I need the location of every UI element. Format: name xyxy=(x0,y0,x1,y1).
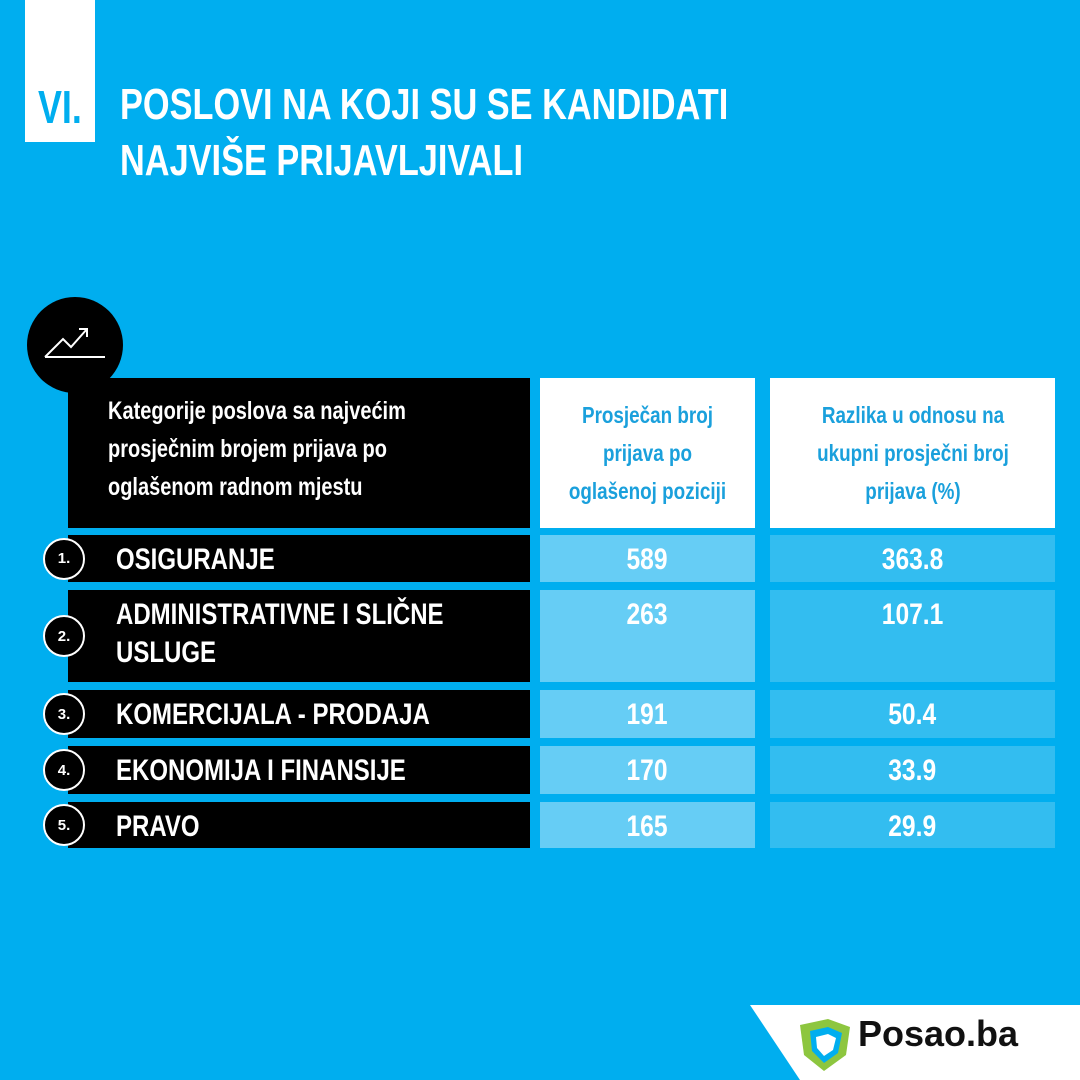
title: POSLOVI NA KOJI SU SE KANDIDATI xyxy=(120,80,729,129)
rank-badge: 5. xyxy=(43,804,85,846)
average-cell: 165 xyxy=(540,802,755,848)
category-cell: EKONOMIJA I FINANSIJE xyxy=(68,746,530,794)
rank-badge: 3. xyxy=(43,693,85,735)
logo xyxy=(750,1005,1080,1080)
category-cell: PRAVO xyxy=(68,802,530,848)
title: NAJVIŠE PRIJAVLJIVALI xyxy=(120,136,524,185)
section-number: VI. xyxy=(38,81,82,133)
average-cell: 263 xyxy=(540,590,755,682)
difference-cell: 33.9 xyxy=(770,746,1055,794)
average-cell-text: 191 xyxy=(626,698,669,731)
average-cell: 589 xyxy=(540,535,755,582)
difference-cell-text: 29.9 xyxy=(888,810,937,843)
column-header: Prosječan broj prijava po oglašenoj pozi… xyxy=(540,378,755,528)
average-cell: 170 xyxy=(540,746,755,794)
rank-badge: 4. xyxy=(43,749,85,791)
category-cell: KOMERCIJALA - PRODAJA xyxy=(68,690,530,738)
category-cell: ADMINISTRATIVNE I SLIČNE USLUGE xyxy=(68,590,530,682)
category-cell-text: PRAVO xyxy=(116,810,200,843)
number-box xyxy=(25,0,95,142)
rank-badge: 2. xyxy=(43,615,85,657)
average-cell-text: 170 xyxy=(626,754,669,787)
column-header: Razlika u odnosu na ukupni prosječni bro… xyxy=(770,378,1055,528)
difference-cell: 50.4 xyxy=(770,690,1055,738)
category-cell-text: ADMINISTRATIVNE I SLIČNE USLUGE xyxy=(116,598,444,669)
average-cell: 191 xyxy=(540,690,755,738)
difference-cell: 29.9 xyxy=(770,802,1055,848)
average-cell-text: 263 xyxy=(626,598,669,631)
column-header-text: Razlika u odnosu na ukupni prosječni bro… xyxy=(816,402,1009,504)
difference-cell-text: 50.4 xyxy=(888,698,937,731)
category-cell: OSIGURANJE xyxy=(68,535,530,582)
trend-icon xyxy=(27,297,123,393)
difference-cell: 107.1 xyxy=(770,590,1055,682)
column-header-text: Prosječan broj prijava po oglašenoj pozi… xyxy=(568,402,727,504)
column-header-text: Kategorije poslova sa najvećim prosječni… xyxy=(108,397,406,501)
average-cell-text: 589 xyxy=(626,543,669,576)
difference-cell-text: 33.9 xyxy=(888,754,937,787)
category-cell-text: EKONOMIJA I FINANSIJE xyxy=(116,754,406,787)
difference-cell-text: 107.1 xyxy=(881,598,944,631)
difference-cell: 363.8 xyxy=(770,535,1055,582)
difference-cell-text: 363.8 xyxy=(881,543,944,576)
rank-badge: 1. xyxy=(43,537,85,580)
brand: Posao.ba xyxy=(858,1013,1019,1054)
category-cell-text: OSIGURANJE xyxy=(116,543,275,576)
average-cell-text: 165 xyxy=(626,810,669,843)
column-header: Kategorije poslova sa najvećim prosječni… xyxy=(68,378,530,528)
category-cell-text: KOMERCIJALA - PRODAJA xyxy=(116,698,430,731)
